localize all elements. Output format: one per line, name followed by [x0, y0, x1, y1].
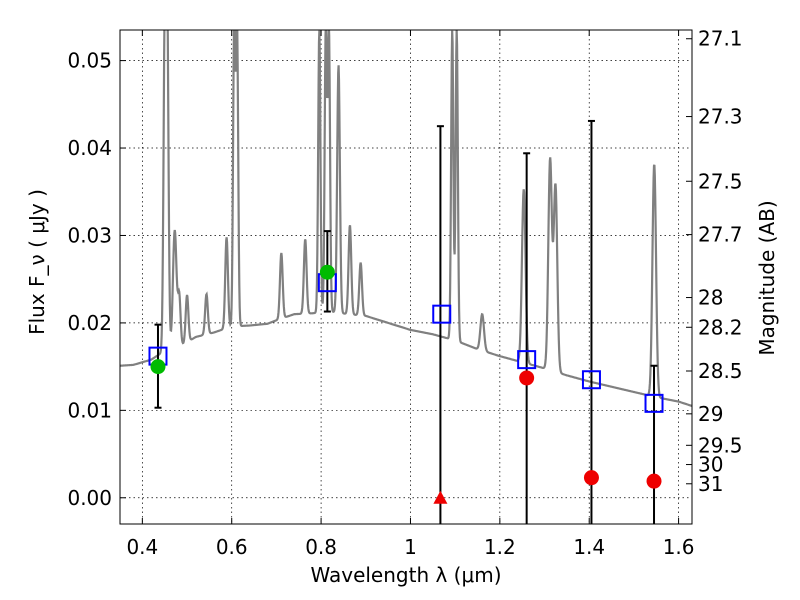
y2-tick-label: 29.5: [698, 433, 743, 457]
x-tick-label: 1.6: [663, 535, 695, 559]
y-tick-label: 0.00: [67, 486, 112, 510]
y2-tick-label: 29: [698, 402, 723, 426]
y2-tick-label: 28.2: [698, 315, 743, 339]
y-tick-label: 0.01: [67, 398, 112, 422]
y-tick-label: 0.05: [67, 49, 112, 73]
detection-point: [150, 359, 166, 375]
data-markers: [148, 264, 664, 504]
error-bars: [154, 119, 658, 524]
spectrum-line: [120, 30, 692, 408]
y2-axis-label: Magnitude (AB): [755, 200, 779, 355]
x-axis-label: Wavelength λ (μm): [310, 563, 501, 587]
y2-tick-label: 27.5: [698, 169, 743, 193]
y2-tick-label: 28.5: [698, 359, 743, 383]
model-spectrum: [120, 30, 692, 408]
x-tick-label: 1.4: [573, 535, 605, 559]
y-tick-label: 0.02: [67, 311, 112, 335]
y-tick-label: 0.03: [67, 223, 112, 247]
y-axis-label: Flux F_ν ( μJy ): [25, 189, 49, 335]
axis-ticks: 0.4 0.6 0.8 1 1.2 1.4 1.6 0.00 0.01 0.02 0.03 0.04 0…: [67, 27, 742, 559]
y2-tick-label: 27.3: [698, 105, 743, 129]
model-photometry-square: [432, 304, 452, 324]
y-tick-label: 0.04: [67, 136, 112, 160]
y2-tick-label: 30: [698, 453, 723, 477]
model-photometry-square: [517, 350, 537, 370]
y2-tick-label: 28: [698, 286, 723, 310]
upper-limit-point: [433, 490, 448, 504]
nondetection-point: [519, 370, 535, 386]
y2-tick-label: 27.7: [698, 223, 743, 247]
x-tick-label: 1: [404, 535, 417, 559]
y2-tick-label: 27.1: [698, 27, 743, 51]
plot-frame: [119, 29, 693, 525]
y2-tick-label: 31: [698, 472, 723, 496]
x-tick-label: 0.4: [126, 535, 158, 559]
x-tick-label: 1.2: [484, 535, 516, 559]
model-photometry-square: [644, 393, 664, 413]
nondetection-point: [646, 473, 662, 489]
detection-point: [319, 264, 335, 280]
nondetection-point: [583, 470, 599, 486]
x-tick-label: 0.8: [305, 535, 337, 559]
x-tick-label: 0.6: [216, 535, 248, 559]
model-photometry-square: [581, 370, 601, 390]
